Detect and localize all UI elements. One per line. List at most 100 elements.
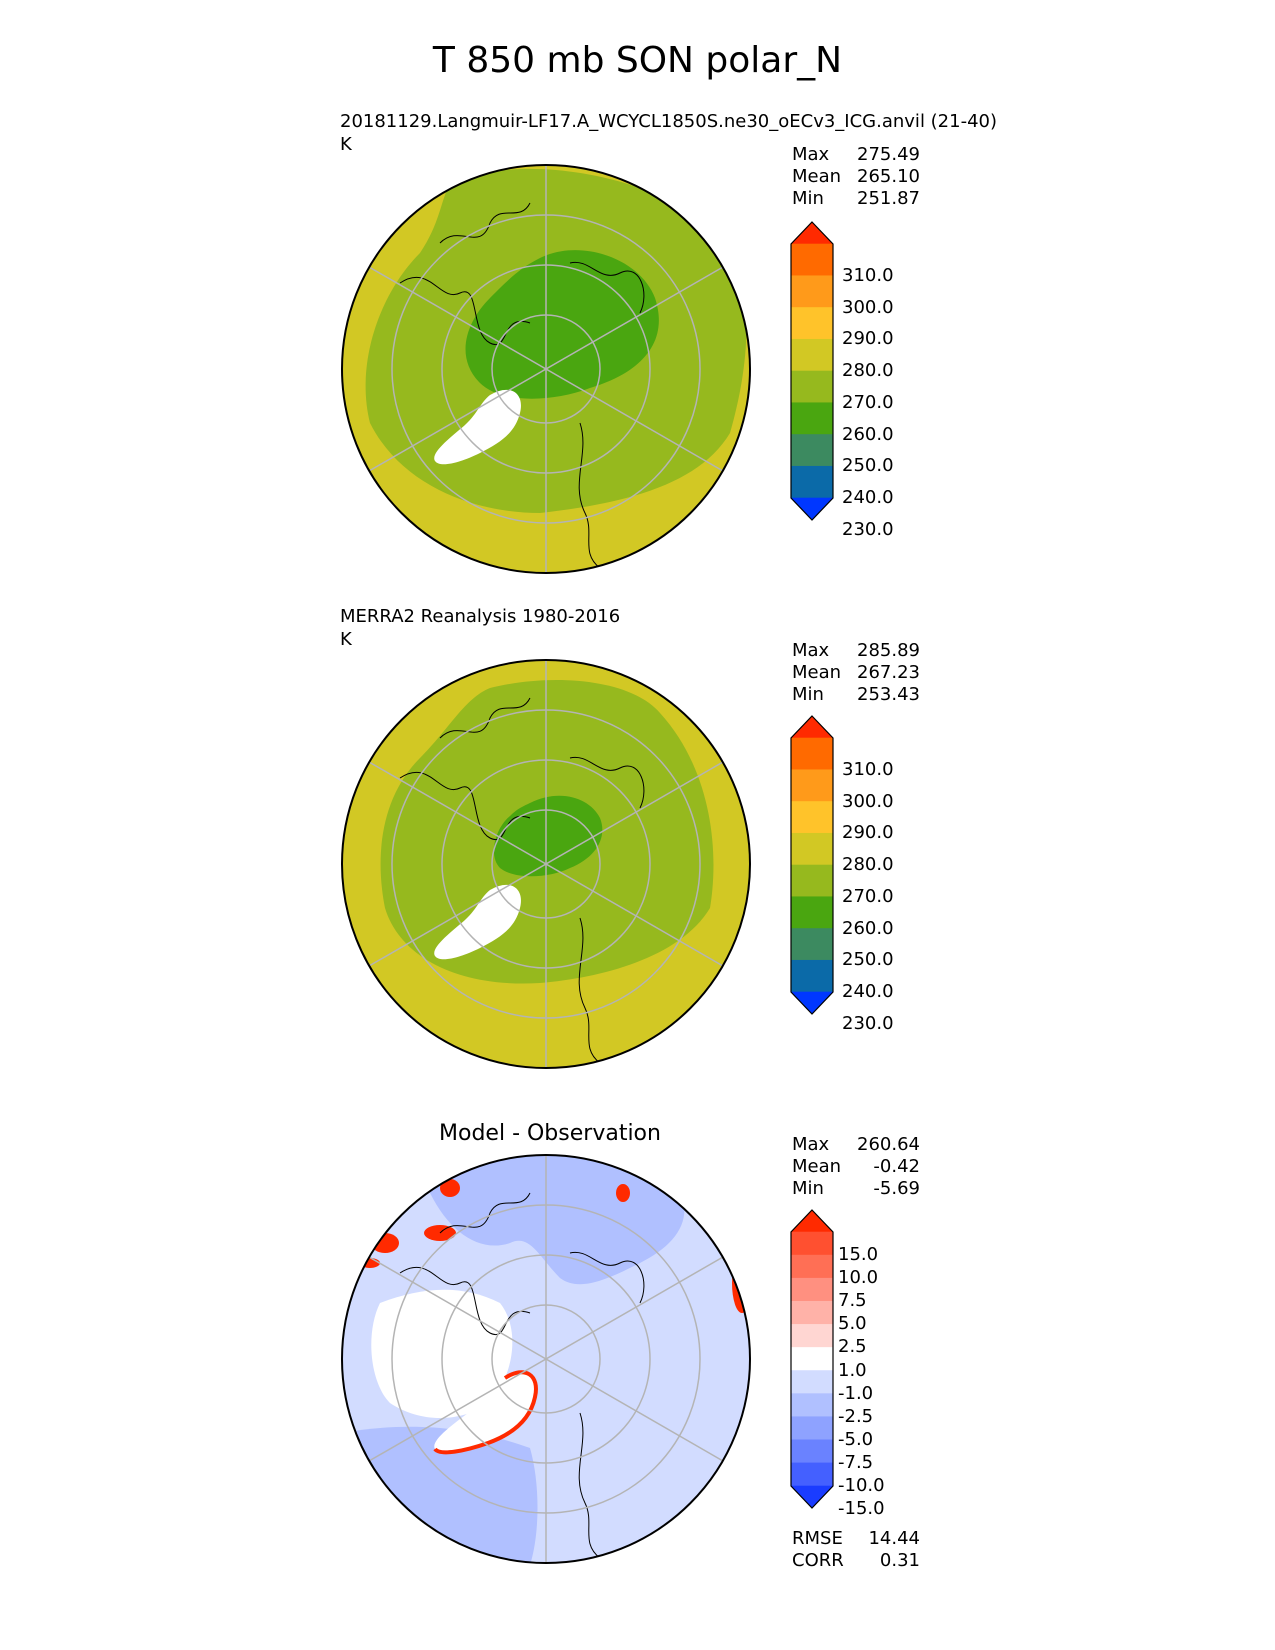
panel2-coastlines xyxy=(399,697,645,1064)
colorbar-segment xyxy=(791,370,833,404)
colorbar-segment xyxy=(791,465,833,499)
colorbar-tick-label: 310.0 xyxy=(842,758,894,780)
stat-label: Min xyxy=(792,1178,824,1199)
colorbar-segment xyxy=(791,1439,833,1464)
colorbar-tick-label: 250.0 xyxy=(842,949,894,971)
panel3-greenland-edge xyxy=(433,1370,538,1455)
stat-value: -0.42 xyxy=(873,1156,920,1177)
colorbar-tick-label: 15.0 xyxy=(838,1244,879,1266)
panel2-colorbar xyxy=(790,715,834,1015)
colorbar-segment xyxy=(791,1485,833,1508)
panel3-coastlines xyxy=(399,1192,645,1559)
stat-label: CORR xyxy=(792,1550,844,1571)
panel1-greenland xyxy=(434,389,521,465)
figure-title: T 850 mb SON polar_N xyxy=(432,40,843,81)
colorbar-tick-label: 240.0 xyxy=(842,981,894,1002)
colorbar-segment xyxy=(791,832,833,866)
stat-value: 265.10 xyxy=(857,166,920,187)
colorbar-segment xyxy=(791,896,833,929)
panel2-graticule xyxy=(368,660,724,1068)
colorbar-segment xyxy=(791,769,833,802)
stat-value: 0.31 xyxy=(879,1550,920,1571)
panel2-map-border xyxy=(341,659,751,1069)
colorbar-segment xyxy=(791,1462,833,1487)
panel3-map-border xyxy=(341,1154,751,1564)
colorbar-tick-label: -7.5 xyxy=(838,1451,874,1473)
colorbar-segment xyxy=(791,1416,833,1441)
colorbar-tick-label: 7.5 xyxy=(838,1290,867,1312)
colorbar-tick-label: 1.0 xyxy=(838,1359,867,1381)
colorbar-segment xyxy=(791,338,833,372)
colorbar-tick-label: 5.0 xyxy=(838,1313,867,1335)
panel1-coastlines xyxy=(399,202,645,569)
colorbar-outline xyxy=(790,1209,834,1509)
colorbar-tick-label: 10.0 xyxy=(838,1267,879,1289)
colorbar-segment xyxy=(791,1347,833,1371)
colorbar-segment xyxy=(791,402,833,435)
colorbar-tick-label: -10.0 xyxy=(838,1475,885,1496)
panel2-stats: Max 285.89 Mean 267.23 Min 253.43 xyxy=(792,640,920,706)
colorbar-segment xyxy=(791,1393,833,1418)
colorbar-tick-label: 280.0 xyxy=(842,360,894,381)
stat-label: Mean xyxy=(792,1156,842,1177)
colorbar-tick-label: 240.0 xyxy=(842,487,894,508)
colorbar-tick-label: 230.0 xyxy=(842,1012,894,1034)
colorbar-tick-label: 260.0 xyxy=(842,917,894,939)
panel3-title: Model - Observation xyxy=(439,1121,661,1146)
colorbar-segment xyxy=(791,243,833,277)
colorbar-segment xyxy=(791,716,833,739)
stat-label: Max xyxy=(792,1134,830,1155)
stat-label: Min xyxy=(792,684,824,705)
stat-label: Max xyxy=(792,144,830,165)
panel1-colorbar xyxy=(790,221,834,521)
stat-value: 267.23 xyxy=(857,662,920,683)
colorbar-segment xyxy=(791,1277,833,1302)
panel3-footer-stats: RMSE 14.44 CORR 0.31 xyxy=(792,1528,920,1572)
panel1-map-border xyxy=(341,164,751,574)
stat-label: Mean xyxy=(792,166,842,187)
panel3-stats: Max 260.64 Mean -0.42 Min -5.69 xyxy=(792,1134,920,1200)
colorbar-segment xyxy=(791,959,833,993)
stat-label: RMSE xyxy=(792,1528,843,1549)
colorbar-tick-label: 310.0 xyxy=(842,264,894,286)
colorbar-segment xyxy=(791,434,833,467)
colorbar-segment xyxy=(791,1300,833,1325)
colorbar-segment xyxy=(791,928,833,961)
colorbar-segment xyxy=(791,864,833,898)
panel3-map xyxy=(341,1154,751,1564)
colorbar-segment xyxy=(791,307,833,340)
colorbar-segment xyxy=(791,737,833,771)
stat-value: -5.69 xyxy=(873,1178,920,1199)
colorbar-segment xyxy=(791,497,833,520)
stat-label: Min xyxy=(792,188,824,209)
colorbar-tick-label: 290.0 xyxy=(842,328,894,350)
panel2-greenland xyxy=(434,884,521,960)
colorbar-segment xyxy=(791,801,833,834)
stat-value: 260.64 xyxy=(857,1134,920,1155)
panel3-greenland xyxy=(434,1372,536,1453)
stat-label: Max xyxy=(792,640,830,661)
colorbar-segment xyxy=(791,1210,833,1233)
colorbar-tick-label: -1.0 xyxy=(838,1382,874,1404)
colorbar-tick-label: 300.0 xyxy=(842,790,894,812)
panel3-graticule xyxy=(368,1155,724,1563)
stat-value: 275.49 xyxy=(857,144,920,165)
colorbar-tick-label: 280.0 xyxy=(842,854,894,875)
stat-label: Mean xyxy=(792,662,842,683)
colorbar-tick-label: -5.0 xyxy=(838,1428,874,1450)
stat-value: 14.44 xyxy=(868,1528,920,1549)
colorbar-tick-label: 270.0 xyxy=(842,885,894,907)
colorbar-outline xyxy=(790,715,834,1015)
colorbar-segment xyxy=(791,991,833,1014)
panel2-units: K xyxy=(340,629,352,650)
panel1-graticule xyxy=(368,165,724,573)
colorbar-tick-label: 300.0 xyxy=(842,296,894,318)
colorbar-segment xyxy=(791,1324,833,1348)
panel1-map xyxy=(341,164,751,574)
colorbar-segment xyxy=(791,1254,833,1279)
colorbar-segment xyxy=(791,1231,833,1256)
colorbar-tick-label: 2.5 xyxy=(838,1336,867,1358)
colorbar-tick-label: -2.5 xyxy=(838,1405,874,1427)
panel1-stats: Max 275.49 Mean 265.10 Min 251.87 xyxy=(792,144,920,210)
colorbar-tick-label: 250.0 xyxy=(842,455,894,477)
